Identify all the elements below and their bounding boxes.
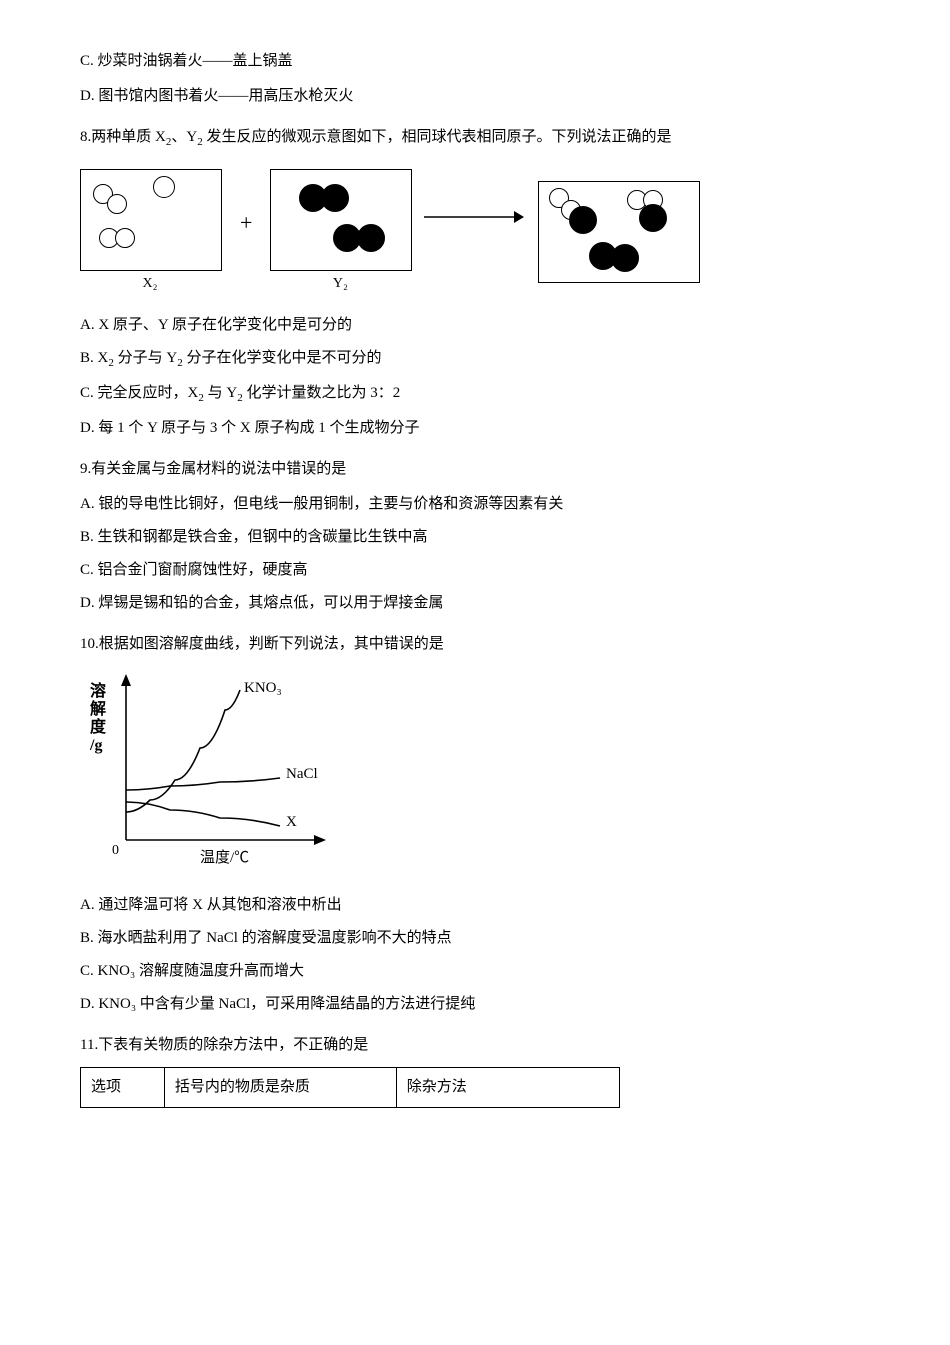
q7-opt-d: D. 图书馆内图书着火——用高压水枪灭火 [80, 83, 870, 110]
q9-opt-d: D. 焊锡是锡和铅的合金，其熔点低，可以用于焊接金属 [80, 590, 870, 617]
q10-opt-c: C. KNO₃ 溶解度随温度升高而增大 [80, 958, 870, 985]
q8-stem-mid1: 、Y [171, 129, 197, 145]
q8-opt-b: B. X2 分子与 Y2 分子在化学变化中是不可分的 [80, 345, 870, 374]
q9-opt-b: B. 生铁和钢都是铁合金，但钢中的含碳量比生铁中高 [80, 524, 870, 551]
svg-text:度: 度 [90, 717, 107, 736]
svg-text:X: X [286, 814, 297, 830]
q10-chart: 溶解度/g 0 温度/℃ KNO₃ NaCl X [80, 670, 870, 880]
table-header-row: 选项 括号内的物质是杂质 除杂方法 [81, 1067, 620, 1107]
q8c-post: 化学计量数之比为 3：2 [243, 385, 401, 401]
th-option: 选项 [81, 1067, 165, 1107]
diagram-box-x2 [80, 169, 222, 271]
q8-stem: 8.两种单质 X2、Y2 发生反应的微观示意图如下，相同球代表相同原子。下列说法… [80, 124, 870, 153]
q11-table: 选项 括号内的物质是杂质 除杂方法 [80, 1067, 620, 1108]
svg-text:/g: /g [89, 737, 102, 754]
reaction-arrow [424, 207, 526, 257]
diagram-label-x2: X₂ [80, 271, 220, 296]
diagram-box-product [538, 181, 700, 283]
q10-opt-b: B. 海水晒盐利用了 NaCl 的溶解度受温度影响不大的特点 [80, 925, 870, 952]
q11-stem: 11.下表有关物质的除杂方法中，不正确的是 [80, 1032, 870, 1059]
svg-text:NaCl: NaCl [286, 766, 318, 782]
plus-sign: + [240, 203, 252, 263]
q8-stem-pre: 8.两种单质 X [80, 129, 166, 145]
q8b-pre: B. X [80, 350, 108, 366]
q9-stem: 9.有关金属与金属材料的说法中错误的是 [80, 456, 870, 483]
q8-opt-d: D. 每 1 个 Y 原子与 3 个 X 原子构成 1 个生成物分子 [80, 415, 870, 442]
q8-opt-a: A. X 原子、Y 原子在化学变化中是可分的 [80, 312, 870, 339]
svg-text:温度/℃: 温度/℃ [200, 849, 249, 866]
q10-opt-d: D. KNO₃ 中含有少量 NaCl，可采用降温结晶的方法进行提纯 [80, 991, 870, 1018]
th-method: 除杂方法 [396, 1067, 619, 1107]
diagram-label-y2: Y₂ [270, 271, 410, 296]
svg-text:解: 解 [90, 699, 106, 718]
q7-opt-c: C. 炒菜时油锅着火——盖上锅盖 [80, 48, 870, 75]
svg-text:KNO₃: KNO₃ [244, 680, 282, 696]
q8b-post: 分子在化学变化中是不可分的 [183, 350, 382, 366]
q9-opt-c: C. 铝合金门窗耐腐蚀性好，硬度高 [80, 557, 870, 584]
q8-diagram: X₂ + Y₂ [80, 169, 870, 296]
th-impurity: 括号内的物质是杂质 [164, 1067, 396, 1107]
q8c-mid: 与 Y [204, 385, 237, 401]
q8c-pre: C. 完全反应时，X [80, 385, 198, 401]
q8-stem-post: 发生反应的微观示意图如下，相同球代表相同原子。下列说法正确的是 [203, 129, 672, 145]
diagram-box-y2 [270, 169, 412, 271]
q10-opt-a: A. 通过降温可将 X 从其饱和溶液中析出 [80, 892, 870, 919]
q9-opt-a: A. 银的导电性比铜好，但电线一般用铜制，主要与价格和资源等因素有关 [80, 491, 870, 518]
svg-text:溶: 溶 [90, 681, 106, 700]
q10-stem: 10.根据如图溶解度曲线，判断下列说法，其中错误的是 [80, 631, 870, 658]
svg-text:0: 0 [112, 843, 119, 858]
q8b-mid: 分子与 Y [114, 350, 177, 366]
q8-opt-c: C. 完全反应时，X2 与 Y2 化学计量数之比为 3：2 [80, 380, 870, 409]
